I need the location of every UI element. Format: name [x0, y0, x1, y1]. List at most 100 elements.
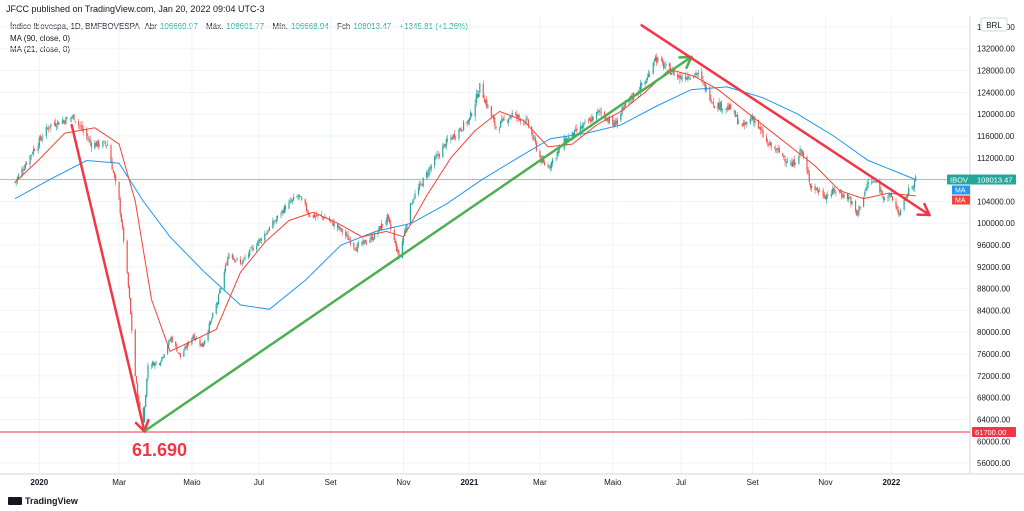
candle-body: [883, 197, 886, 201]
candle-body: [688, 77, 690, 78]
candle-body: [155, 362, 157, 364]
candle-body: [493, 116, 495, 120]
candle-body: [865, 188, 867, 191]
legend-ma90[interactable]: MA (90, close, 0): [10, 33, 71, 43]
candle-body: [547, 165, 549, 167]
candle-body: [412, 201, 414, 204]
candle-body: [404, 230, 406, 237]
price-tick-label: 96000.00: [977, 241, 1011, 250]
candle-body: [134, 330, 136, 377]
candle-body: [444, 144, 446, 148]
currency-button[interactable]: [980, 17, 1008, 32]
ma90-line: [14, 86, 916, 310]
candle-body: [288, 202, 290, 209]
candle-body: [770, 142, 772, 148]
candle-body: [21, 168, 23, 177]
candle-body: [398, 249, 400, 258]
candle-body: [701, 71, 703, 79]
candle-body: [42, 137, 44, 139]
legend-ma21[interactable]: MA (21, close, 0): [10, 45, 71, 54]
candle-body: [260, 238, 262, 241]
candle-body: [373, 232, 376, 240]
candle-body: [94, 142, 96, 149]
candle-body: [518, 115, 520, 118]
time-tick-label: 2021: [460, 478, 478, 487]
candle-body: [176, 345, 178, 352]
candle-body: [340, 227, 342, 230]
candle-body: [158, 363, 161, 365]
candle-body: [336, 224, 339, 228]
candle-body: [474, 103, 476, 117]
candle-body: [567, 138, 569, 141]
candle-body: [95, 142, 97, 147]
candle-body: [71, 117, 73, 119]
candle-body: [138, 395, 140, 402]
candle-body: [313, 213, 316, 218]
price-tick-label: 56000.00: [977, 459, 1011, 468]
candle-body: [668, 63, 671, 67]
candle-body: [564, 138, 566, 144]
candle-body: [809, 183, 812, 188]
candle-body: [653, 59, 655, 62]
candle-body: [709, 87, 711, 101]
candle-body: [251, 247, 253, 249]
candle-body: [524, 122, 526, 124]
candle-body: [469, 112, 472, 119]
candle-body: [46, 128, 49, 129]
candle-body: [890, 192, 892, 197]
candle-body: [419, 183, 421, 189]
candle-body: [128, 286, 131, 298]
line-badge-bg: [972, 427, 1016, 438]
candle-body: [123, 227, 125, 241]
candle-body: [143, 407, 146, 423]
candle-body: [574, 129, 576, 137]
candle-body: [79, 124, 81, 126]
candle-body: [45, 127, 47, 137]
candle-body: [126, 240, 128, 273]
candle-body: [791, 162, 793, 167]
candle-body: [482, 84, 484, 99]
candle-body: [849, 197, 851, 199]
candle-body: [356, 244, 358, 252]
candle-body: [590, 119, 592, 123]
candle-body: [622, 106, 624, 110]
candle-body: [702, 79, 704, 82]
candle-body: [717, 103, 719, 110]
candle-body: [256, 246, 258, 250]
candle-body: [623, 105, 625, 107]
candle-body: [31, 153, 33, 155]
candle-body: [533, 137, 535, 139]
price-tick-label: 88000.00: [977, 285, 1011, 294]
candle-body: [87, 137, 89, 140]
publisher-line: JFCC published on TradingView.com, Jan 2…: [6, 4, 265, 14]
candle-body: [532, 134, 534, 140]
candle-body: [734, 110, 736, 118]
tradingview-footer[interactable]: TradingView: [8, 496, 78, 506]
price-tick-label: 84000.00: [977, 306, 1011, 315]
candle-body: [224, 265, 227, 272]
candle-body: [142, 407, 144, 423]
candle-body: [846, 193, 849, 200]
candle-body: [361, 242, 363, 244]
candle-body: [785, 162, 787, 164]
candle-body: [874, 180, 876, 182]
candle-body: [227, 257, 229, 266]
candle-body: [377, 230, 379, 234]
candle-body: [215, 304, 217, 314]
candle-body: [867, 182, 869, 184]
candle-body: [786, 161, 788, 163]
candle-body: [624, 103, 627, 106]
candle-body: [145, 395, 147, 408]
candle-body: [652, 62, 654, 75]
candle-body: [371, 235, 373, 241]
candle-body: [362, 240, 364, 245]
candle-body: [147, 365, 149, 379]
candle-body: [757, 119, 760, 129]
candle-body: [508, 118, 510, 123]
candle-body: [187, 342, 190, 345]
candle-body: [202, 343, 205, 347]
candle-body: [478, 93, 480, 98]
candle-body: [115, 175, 117, 182]
candle-body: [641, 82, 643, 86]
